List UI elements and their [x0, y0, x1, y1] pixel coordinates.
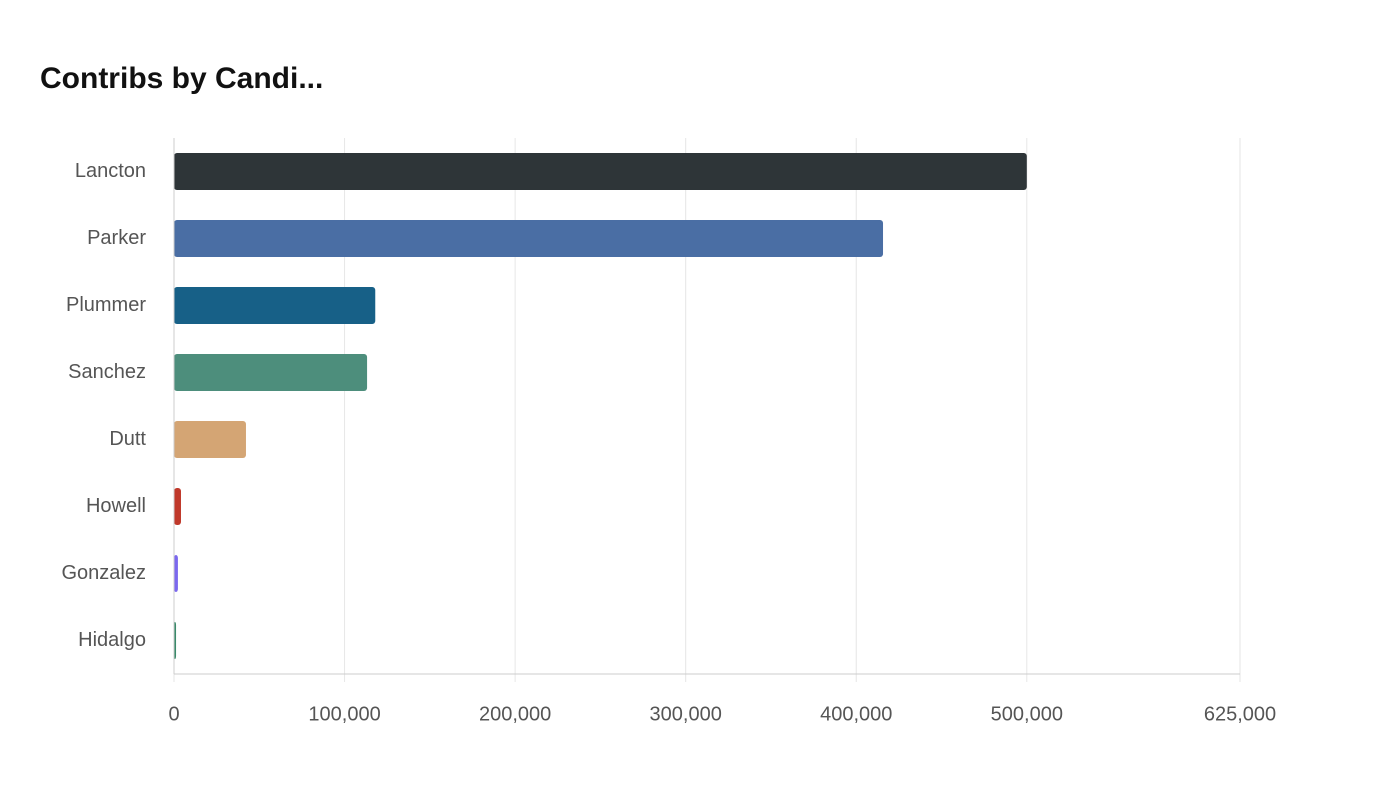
x-tick-label: 300,000	[650, 703, 722, 725]
bar	[174, 153, 1027, 190]
y-tick-label: Gonzalez	[62, 562, 147, 584]
y-tick-label: Howell	[86, 495, 146, 517]
y-tick-label: Dutt	[109, 428, 146, 450]
bar	[174, 287, 376, 324]
y-tick-label: Hidalgo	[78, 629, 146, 651]
bar	[174, 555, 178, 592]
bar	[174, 488, 181, 525]
x-tick-label: 500,000	[991, 703, 1063, 725]
bar	[174, 354, 368, 391]
x-tick-label: 625,000	[1204, 703, 1276, 725]
bar	[174, 421, 246, 458]
y-tick-label: Sanchez	[68, 361, 146, 383]
bar	[174, 220, 884, 257]
y-tick-label: Lancton	[75, 160, 146, 182]
y-tick-label: Plummer	[66, 294, 146, 316]
bar	[174, 622, 177, 659]
x-tick-label: 200,000	[479, 703, 551, 725]
x-tick-label: 400,000	[820, 703, 892, 725]
x-tick-label: 0	[168, 703, 179, 725]
x-tick-label: 100,000	[308, 703, 380, 725]
y-tick-label: Parker	[87, 227, 146, 249]
chart-title: Contribs by Candi...	[40, 62, 323, 95]
